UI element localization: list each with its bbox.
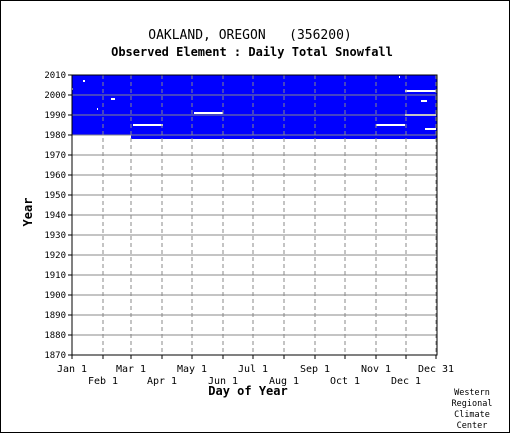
chart-title: OAKLAND, OREGON (356200) (148, 28, 352, 43)
x-tick-label: Feb 1 (88, 376, 118, 387)
y-tick-label: 1970 (44, 151, 66, 161)
y-axis-ticks: 1870 1880 1890 1900 1910 1920 1930 1940 1950 1960… (44, 71, 72, 361)
x-tick-label: Sep 1 (300, 364, 330, 375)
x-tick-label: Apr 1 (147, 376, 177, 387)
y-tick-label: 1930 (44, 231, 66, 241)
y-tick-label: 2010 (44, 71, 66, 81)
missing-segment (83, 80, 85, 82)
y-axis-label: Year (21, 198, 35, 227)
y-tick-label: 1890 (44, 311, 66, 321)
y-tick-label: 1960 (44, 171, 66, 181)
y-tick-label: 1990 (44, 111, 66, 121)
x-tick-label: May 1 (177, 364, 207, 375)
missing-segment (111, 98, 115, 100)
grid-layer (71, 74, 438, 356)
y-tick-label: 1880 (44, 331, 66, 341)
data-block (131, 135, 437, 139)
x-tick-label: Dec 31 (418, 364, 454, 375)
x-tick-label: Jul 1 (238, 364, 268, 375)
missing-segment (399, 76, 400, 78)
y-tick-label: 1910 (44, 271, 66, 281)
y-tick-label: 1940 (44, 211, 66, 221)
y-tick-label: 1870 (44, 351, 66, 361)
chart-subtitle: Observed Element : Daily Total Snowfall (111, 45, 393, 59)
data-layer (72, 75, 437, 139)
x-tick-label: Oct 1 (330, 376, 360, 387)
y-tick-label: 1900 (44, 291, 66, 301)
x-tick-label: Mar 1 (116, 364, 146, 375)
missing-segment (194, 112, 223, 114)
x-axis-label: Day of Year (208, 384, 287, 398)
credit-text: Western Regional Climate Center (451, 388, 493, 431)
x-tick-label: Aug 1 (269, 376, 299, 387)
x-tick-label: Nov 1 (361, 364, 391, 375)
missing-segment (421, 100, 427, 102)
x-tick-label: Jun 1 (208, 376, 238, 387)
missing-segment (405, 90, 436, 92)
x-tick-label: Dec 1 (391, 376, 421, 387)
missing-segment (133, 124, 163, 126)
x-tick-label: Jan 1 (57, 364, 87, 375)
y-tick-label: 1920 (44, 251, 66, 261)
y-tick-label: 1980 (44, 131, 66, 141)
missing-segment (376, 124, 405, 126)
missing-segment (97, 108, 98, 110)
y-tick-label: 2000 (44, 91, 66, 101)
y-tick-label: 1950 (44, 191, 66, 201)
missing-segment (425, 128, 436, 130)
